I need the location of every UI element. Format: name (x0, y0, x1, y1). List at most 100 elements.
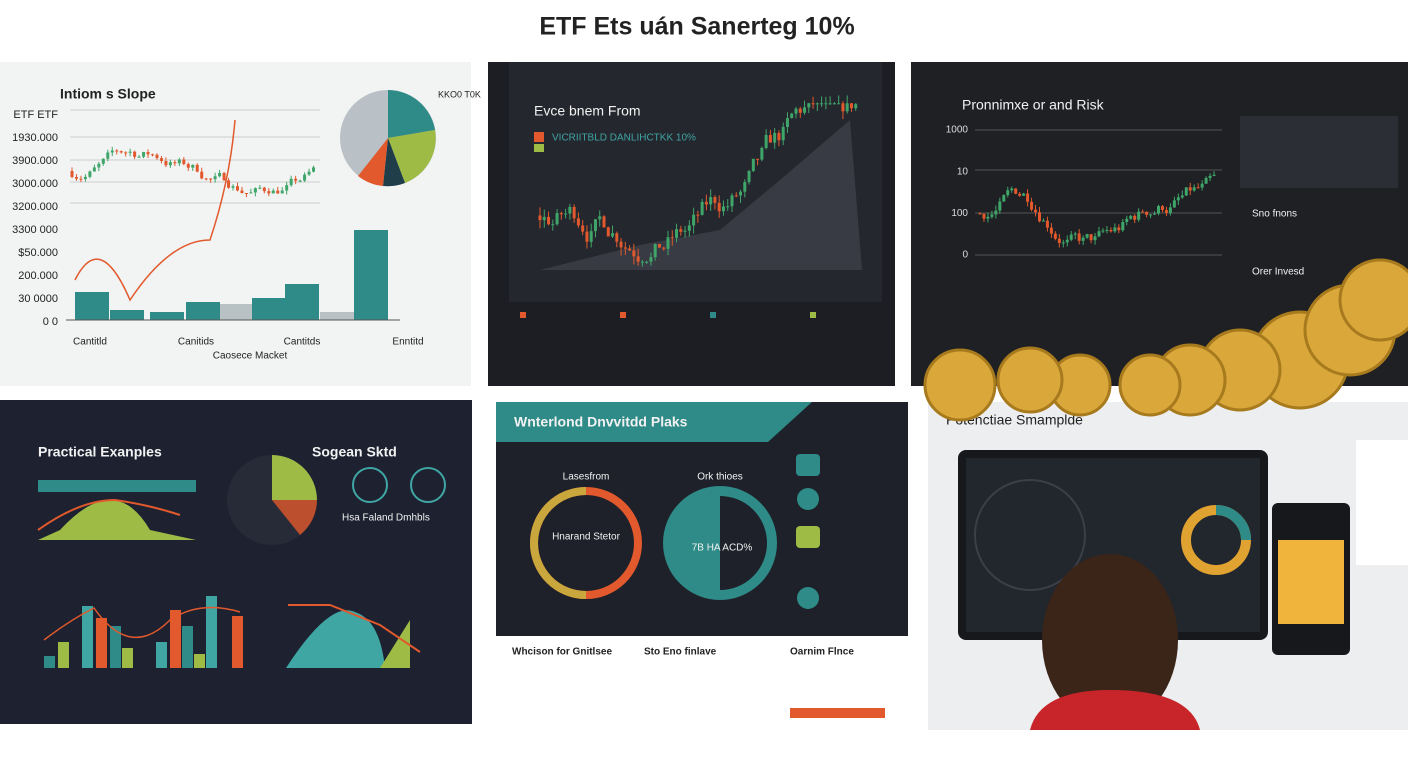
legend-swatch (710, 312, 716, 318)
area (540, 120, 862, 270)
candle (1192, 187, 1196, 191)
candle (1049, 227, 1053, 234)
progress-bar (790, 708, 885, 718)
candle (142, 152, 146, 157)
ring-center: 7B HA ACD% (692, 543, 753, 554)
candle (768, 135, 772, 143)
candle (824, 103, 828, 105)
candle (794, 108, 798, 114)
line (43, 606, 241, 641)
candle (244, 193, 248, 195)
panel-subtitle: VICRIITBLD DANLIHCTKK 10% (552, 133, 696, 144)
candle (704, 201, 708, 205)
candle (262, 187, 266, 192)
candle (636, 256, 640, 262)
candle (1069, 234, 1073, 240)
panel-subtitle: Sogean Sktd (312, 444, 397, 460)
candle (218, 172, 222, 177)
candle (657, 244, 661, 248)
candle (1133, 215, 1137, 220)
line (37, 498, 181, 531)
candle (1073, 233, 1077, 235)
candle (133, 151, 137, 157)
y-label: 10 (957, 166, 969, 177)
candle (128, 151, 132, 153)
bar (110, 626, 121, 668)
x-label: Canitids (178, 337, 214, 348)
candle (547, 216, 551, 225)
candle (576, 218, 580, 226)
candle (204, 178, 208, 180)
candle (666, 237, 670, 249)
candle (119, 151, 123, 153)
pie-slice (383, 138, 405, 187)
candle (1188, 187, 1192, 191)
candle (227, 180, 231, 188)
candle (307, 171, 311, 175)
candle (1176, 197, 1180, 201)
candle (70, 171, 74, 177)
y-label: 30 0000 (18, 293, 58, 305)
legend-swatch (620, 312, 626, 318)
bar (82, 606, 93, 668)
candle (585, 231, 589, 242)
candle (602, 216, 606, 228)
panel (0, 400, 472, 724)
icon (796, 526, 820, 548)
candle (249, 192, 253, 194)
pie-slice (272, 500, 317, 535)
coin (1118, 353, 1182, 417)
candle (1034, 209, 1038, 213)
icon-list (796, 454, 820, 609)
candle (803, 107, 807, 113)
ring-label: Lasesfrom (563, 472, 610, 483)
candle (564, 213, 568, 215)
candle (538, 215, 542, 221)
panel-title: Potenctiae Smamplde (946, 412, 1083, 428)
candle (670, 237, 674, 239)
person-hair (1042, 554, 1178, 726)
bar (44, 656, 55, 668)
candle (645, 261, 649, 263)
candle (1006, 190, 1010, 196)
candle (231, 186, 235, 188)
candle (832, 103, 836, 105)
candle (1105, 229, 1109, 231)
candle (632, 250, 636, 257)
pie-label: KKO0 T0K (438, 89, 481, 99)
candle (1077, 233, 1081, 241)
candle (854, 104, 858, 109)
candle (1014, 188, 1018, 194)
axis-title: Caosece Macket (213, 351, 288, 362)
candle (559, 213, 563, 215)
candle (1113, 227, 1117, 232)
footer-label: Oarnim Flnce (790, 647, 854, 658)
candle (713, 197, 717, 203)
candle (730, 195, 734, 207)
candle (845, 103, 849, 112)
candle (267, 191, 271, 194)
legend-swatch (810, 312, 816, 318)
candle (1065, 239, 1069, 243)
candle (186, 164, 190, 168)
candle (615, 233, 619, 242)
line (288, 604, 421, 653)
bar (194, 654, 205, 668)
candle (312, 167, 316, 172)
candle (276, 190, 280, 194)
candle (611, 233, 615, 237)
bar (285, 284, 319, 320)
candle (1093, 236, 1097, 241)
bar (170, 610, 181, 668)
candle (717, 202, 721, 212)
candle (743, 182, 747, 192)
candle (700, 201, 704, 215)
dial (974, 479, 1086, 591)
candle (213, 176, 217, 180)
coin (1338, 258, 1408, 342)
candle (747, 170, 751, 183)
candle (551, 224, 555, 226)
candle (1030, 201, 1034, 210)
